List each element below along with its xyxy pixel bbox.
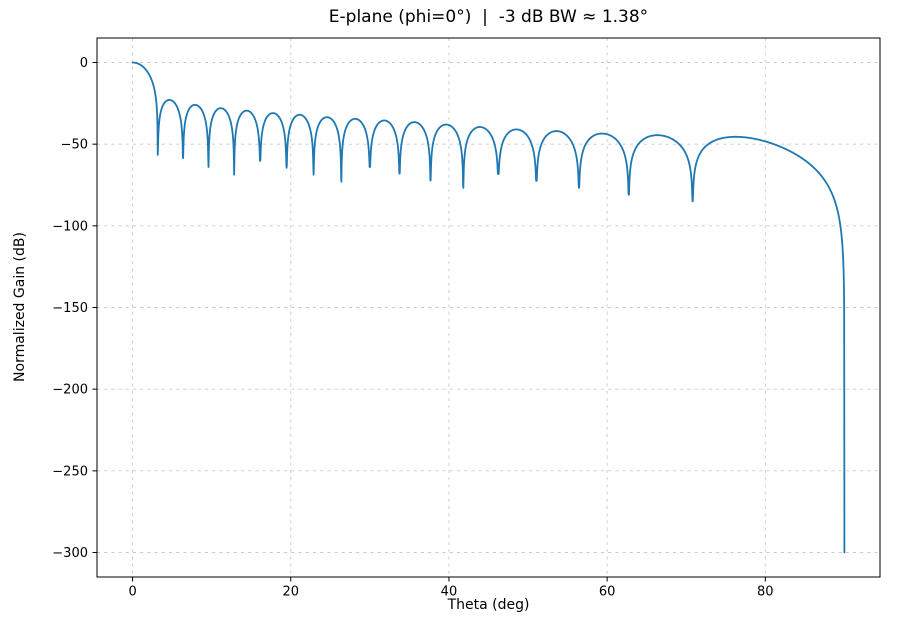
x-tick-label: 0 [128, 585, 136, 600]
y-tick-label: −100 [52, 219, 88, 234]
x-tick-label: 20 [282, 585, 299, 600]
x-tick-label: 80 [757, 585, 774, 600]
y-tick-label: −200 [52, 383, 88, 398]
axes-spine [96, 37, 881, 578]
y-tick-label: −300 [52, 546, 88, 561]
x-axis-label: Theta (deg) [447, 597, 530, 613]
y-tick-label: −50 [61, 138, 88, 153]
chart-title: E-plane (phi=0°) | -3 dB BW ≈ 1.38° [328, 7, 649, 27]
y-tick-label: 0 [80, 56, 88, 71]
y-axis-label: Normalized Gain (dB) [12, 232, 28, 382]
y-tick-label: −250 [52, 464, 88, 479]
x-tick-label: 60 [599, 585, 616, 600]
y-tick-label: −150 [52, 301, 88, 316]
x-tick-label: 40 [441, 585, 458, 600]
series-line [131, 61, 846, 554]
